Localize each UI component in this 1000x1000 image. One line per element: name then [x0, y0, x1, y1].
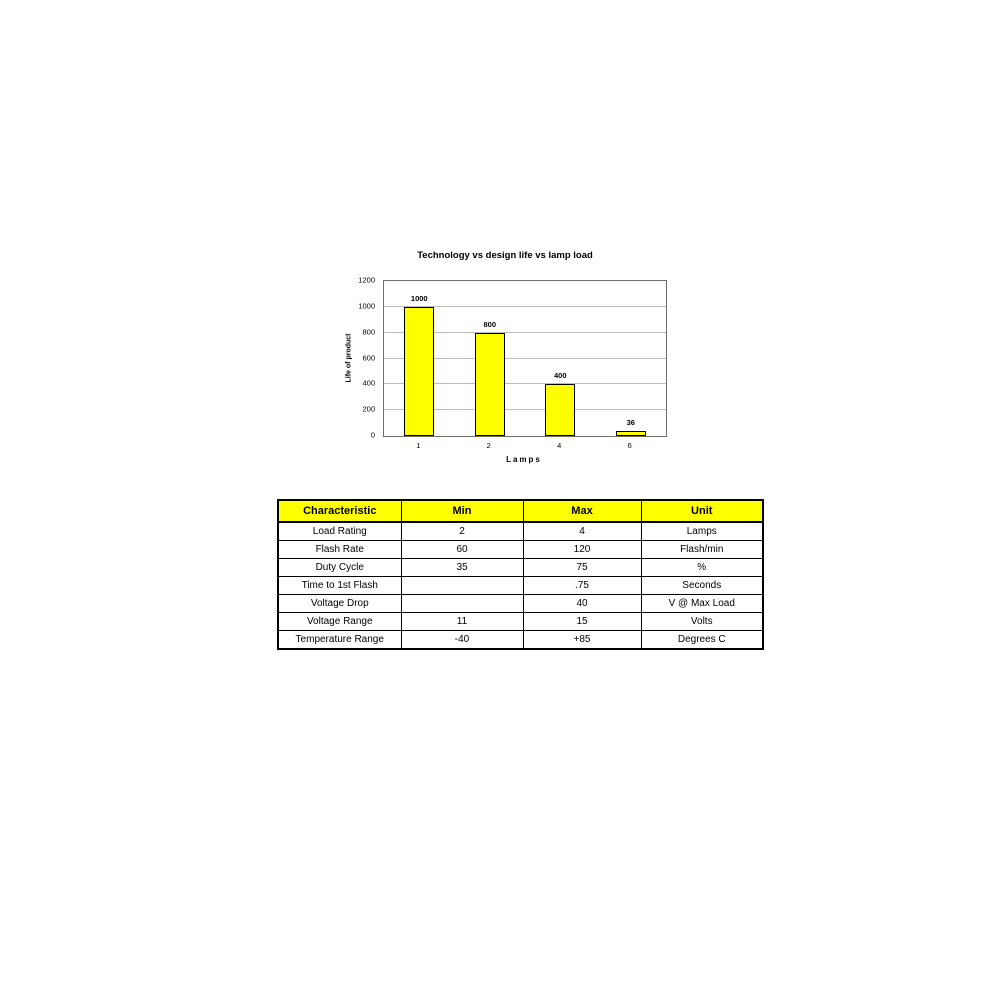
column-header-min: Min [400, 499, 524, 523]
gridline [384, 305, 666, 307]
x-axis-ticks: 1 2 4 6 [383, 441, 665, 453]
x-tick-label: 1 [416, 441, 421, 450]
table-cell: Time to 1st Flash [277, 576, 402, 595]
table-cell: .75 [522, 576, 642, 595]
table-cell: Load Rating [277, 521, 402, 541]
chart-title: Technology vs design life vs lamp load [417, 250, 593, 261]
table-header-row: Characteristic Min Max Unit [277, 499, 764, 523]
y-tick-label: 1200 [358, 275, 375, 285]
table-cell [400, 594, 524, 613]
y-axis-ticks: 0 200 400 600 800 1000 1200 [330, 276, 378, 440]
table-cell: Degrees C [640, 630, 764, 650]
x-tick-label: 6 [627, 441, 632, 450]
table-cell: Volts [640, 612, 764, 631]
bar-1-lamps [404, 306, 435, 436]
table-cell: Duty Cycle [277, 558, 402, 577]
bar-6-lamps [615, 431, 646, 436]
gridline [384, 357, 666, 359]
table-cell: 11 [400, 612, 524, 631]
bar-value-label: 1000 [410, 293, 428, 303]
y-tick-label: 400 [362, 378, 375, 388]
table-row: Load Rating 2 4 Lamps [277, 521, 764, 541]
column-header-characteristic: Characteristic [277, 499, 402, 523]
table-row: Time to 1st Flash .75 Seconds [277, 576, 764, 595]
bar-value-label: 400 [553, 371, 567, 381]
table-row: Voltage Range 11 15 Volts [277, 612, 764, 631]
table-cell: -40 [400, 630, 524, 650]
table-row: Temperature Range -40 +85 Degrees C [277, 630, 764, 650]
table-cell: 75 [522, 558, 642, 577]
table-cell: 15 [522, 612, 642, 631]
gridline [384, 331, 666, 333]
table-cell: +85 [522, 630, 642, 650]
table-cell: 2 [400, 521, 524, 541]
table-cell: Flash Rate [277, 540, 402, 559]
table-cell: 120 [522, 540, 642, 559]
table-row: Duty Cycle 35 75% [277, 558, 764, 577]
table-cell: 35 [400, 558, 524, 577]
bar-2-lamps [474, 332, 505, 436]
y-tick-label: 1000 [358, 301, 375, 311]
x-axis-label: Lamps [506, 455, 542, 464]
table-cell: Voltage Drop [277, 594, 402, 613]
table-cell [400, 576, 524, 595]
table-cell: 40 [522, 594, 642, 613]
y-tick-label: 0 [370, 430, 375, 440]
gridline [384, 409, 666, 411]
column-header-max: Max [522, 499, 642, 523]
table-cell: Lamps [640, 521, 764, 541]
bar-4-lamps [545, 384, 576, 436]
plot-area: 1000 800 400 36 [383, 280, 667, 437]
y-tick-label: 200 [362, 404, 375, 414]
table-cell: Temperature Range [277, 630, 402, 650]
bar-value-label: 800 [483, 319, 497, 329]
table-cell: Flash/min [640, 540, 764, 559]
bar-value-label: 36 [626, 418, 635, 428]
spec-table: Characteristic Min Max Unit Load Rating 2 4 La… [277, 499, 764, 650]
table-cell: Voltage Range [277, 612, 402, 631]
table-row: Voltage Drop 40 V @ Max Load [277, 594, 764, 613]
column-header-unit: Unit [640, 499, 764, 523]
table-cell: 4 [522, 521, 642, 541]
table-row: Flash Rate 60 120 Flash/min [277, 540, 764, 559]
y-tick-label: 800 [362, 327, 375, 337]
table-cell: % [640, 558, 764, 577]
y-tick-label: 600 [362, 353, 375, 362]
x-tick-label: 4 [557, 441, 562, 450]
x-tick-label: 2 [486, 441, 491, 450]
gridline [384, 383, 666, 385]
table-cell: Seconds [640, 576, 764, 595]
table-cell: V @ Max Load [640, 594, 764, 613]
table-cell: 60 [400, 540, 524, 559]
